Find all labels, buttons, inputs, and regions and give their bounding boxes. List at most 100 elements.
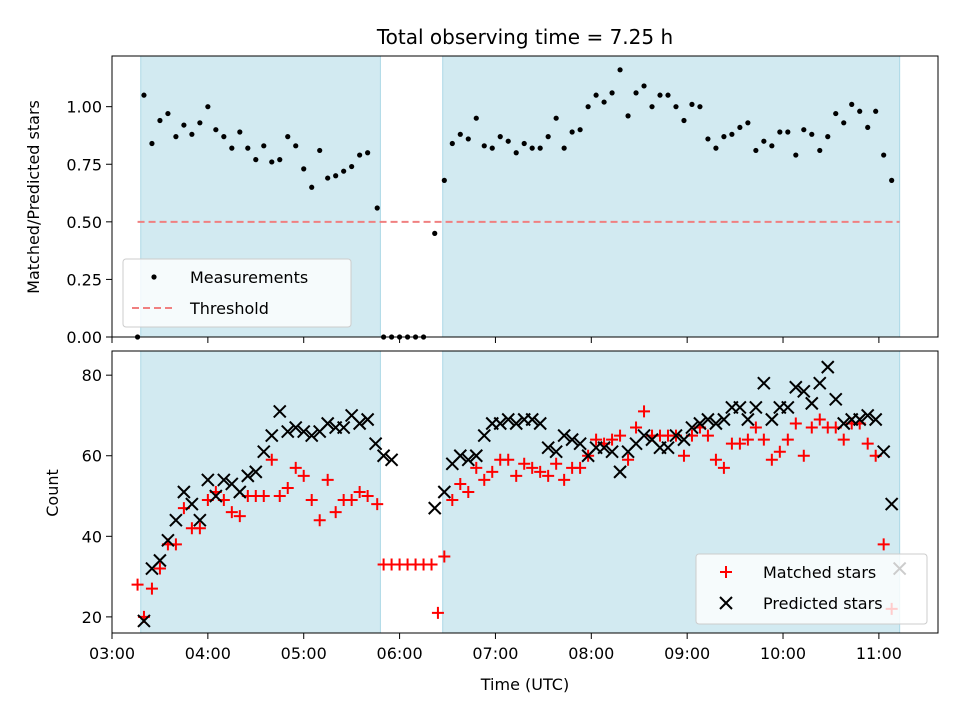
measurement-point — [801, 127, 807, 133]
predicted-star-point — [193, 513, 207, 527]
measurement-point — [841, 120, 847, 126]
measurement-point — [221, 134, 227, 140]
measurement-point — [641, 83, 647, 89]
predicted-star-point — [368, 436, 383, 451]
xtick-label: 08:00 — [568, 644, 614, 663]
measurement-point — [625, 113, 631, 119]
top-ytick-label: 1.00 — [66, 98, 102, 117]
measurement-point — [301, 166, 307, 172]
top-panel: 0.00 0.25 0.50 0.75 1.00 Matched/Predicted s… — [24, 55, 939, 347]
predicted-star-point — [613, 465, 627, 479]
measurement-point — [277, 157, 283, 163]
matched-star-point — [614, 429, 627, 442]
top-legend: Measurements Threshold — [122, 258, 352, 328]
measurement-point — [697, 104, 703, 110]
matched-star-point — [526, 461, 539, 474]
xtick-label: 03:00 — [89, 644, 135, 663]
matched-star-point — [431, 606, 444, 619]
bottom-ylabel: Count — [43, 469, 62, 517]
predicted-star-point — [469, 449, 483, 463]
matched-star-point — [446, 494, 459, 507]
predicted-star-point — [829, 392, 843, 407]
matched-star-point — [630, 421, 643, 434]
predicted-star-point — [376, 449, 391, 463]
predicted-star-point — [525, 412, 539, 427]
measurement-point — [513, 150, 519, 156]
predicted-star-point — [797, 384, 811, 398]
measurement-point — [705, 136, 711, 142]
predicted-star-point — [257, 445, 271, 459]
measurement-point — [529, 145, 535, 151]
matched-star-point — [438, 550, 451, 563]
xtick-label: 10:00 — [760, 644, 806, 663]
measurement-point — [825, 134, 831, 140]
measurement-point — [569, 129, 575, 135]
measurement-point — [585, 104, 591, 110]
matched-star-point — [329, 506, 342, 519]
measurement-point — [537, 145, 543, 151]
matched-star-point — [741, 433, 754, 446]
matched-star-point — [462, 486, 475, 498]
top-shaded-interval-2 — [442, 55, 901, 338]
predicted-star-point — [428, 501, 442, 515]
predicted-star-point — [161, 533, 175, 548]
predicted-star-point — [685, 420, 699, 435]
measurement-point — [213, 127, 219, 133]
matched-star-point — [153, 562, 166, 575]
measurement-point — [237, 129, 243, 135]
measurement-point — [873, 108, 879, 114]
matched-star-point — [297, 469, 310, 482]
predicted-star-point — [305, 428, 319, 443]
measurement-point — [229, 145, 235, 151]
matched-star-point — [773, 445, 786, 458]
matched-star-point — [574, 461, 587, 474]
measurement-point — [809, 131, 815, 137]
legend-predicted-marker — [719, 596, 733, 610]
measurement-point — [865, 124, 871, 131]
matched-star-point — [265, 453, 278, 466]
predicted-star-point — [360, 412, 375, 427]
measurement-point — [441, 177, 447, 183]
bottom-xlabel: Time (UTC) — [480, 675, 569, 694]
bottom-legend: Matched stars Predicted stars — [695, 553, 928, 625]
matched-star-point — [321, 473, 334, 486]
predicted-star-point — [289, 420, 303, 435]
measurement-point — [349, 163, 355, 170]
legend-predicted-label: Predicted stars — [763, 594, 883, 613]
matched-star-point — [273, 490, 286, 503]
predicted-star-point — [201, 473, 215, 487]
predicted-star-point — [320, 416, 335, 431]
predicted-star-point — [169, 513, 183, 527]
matched-star-point — [749, 421, 762, 434]
measurement-point — [149, 140, 155, 147]
matched-star-point — [861, 437, 874, 450]
matched-star-point — [534, 465, 547, 478]
measurement-point — [817, 147, 823, 154]
legend-matched-label: Matched stars — [763, 563, 876, 582]
predicted-star-point — [637, 428, 651, 443]
predicted-star-point — [209, 489, 223, 503]
xtick-label: 11:00 — [856, 644, 902, 663]
matched-star-point — [233, 510, 246, 523]
xtick-label: 04:00 — [185, 644, 231, 663]
matched-star-point — [733, 437, 746, 450]
measurement-point — [457, 131, 463, 137]
predicted-star-point — [605, 445, 619, 459]
measurement-point — [333, 173, 339, 179]
matched-star-point — [837, 433, 850, 446]
measurement-point — [181, 122, 187, 128]
matched-star-point — [542, 469, 555, 482]
predicted-star-point — [837, 416, 851, 431]
measurement-point — [197, 120, 203, 126]
predicted-star-point — [565, 432, 579, 447]
top-ytick-label: 0.00 — [66, 328, 102, 347]
matched-star-point — [877, 538, 890, 551]
matched-star-point — [606, 433, 619, 446]
measurement-point — [481, 143, 487, 149]
top-ytick-label: 0.25 — [66, 270, 102, 289]
predicted-star-point — [805, 396, 819, 411]
predicted-star-point — [297, 424, 311, 439]
bottom-ytick-label: 60 — [82, 447, 102, 466]
xtick-label: 05:00 — [281, 644, 327, 663]
